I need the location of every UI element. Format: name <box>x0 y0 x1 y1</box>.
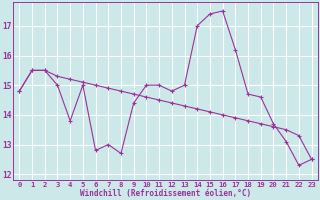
X-axis label: Windchill (Refroidissement éolien,°C): Windchill (Refroidissement éolien,°C) <box>80 189 251 198</box>
